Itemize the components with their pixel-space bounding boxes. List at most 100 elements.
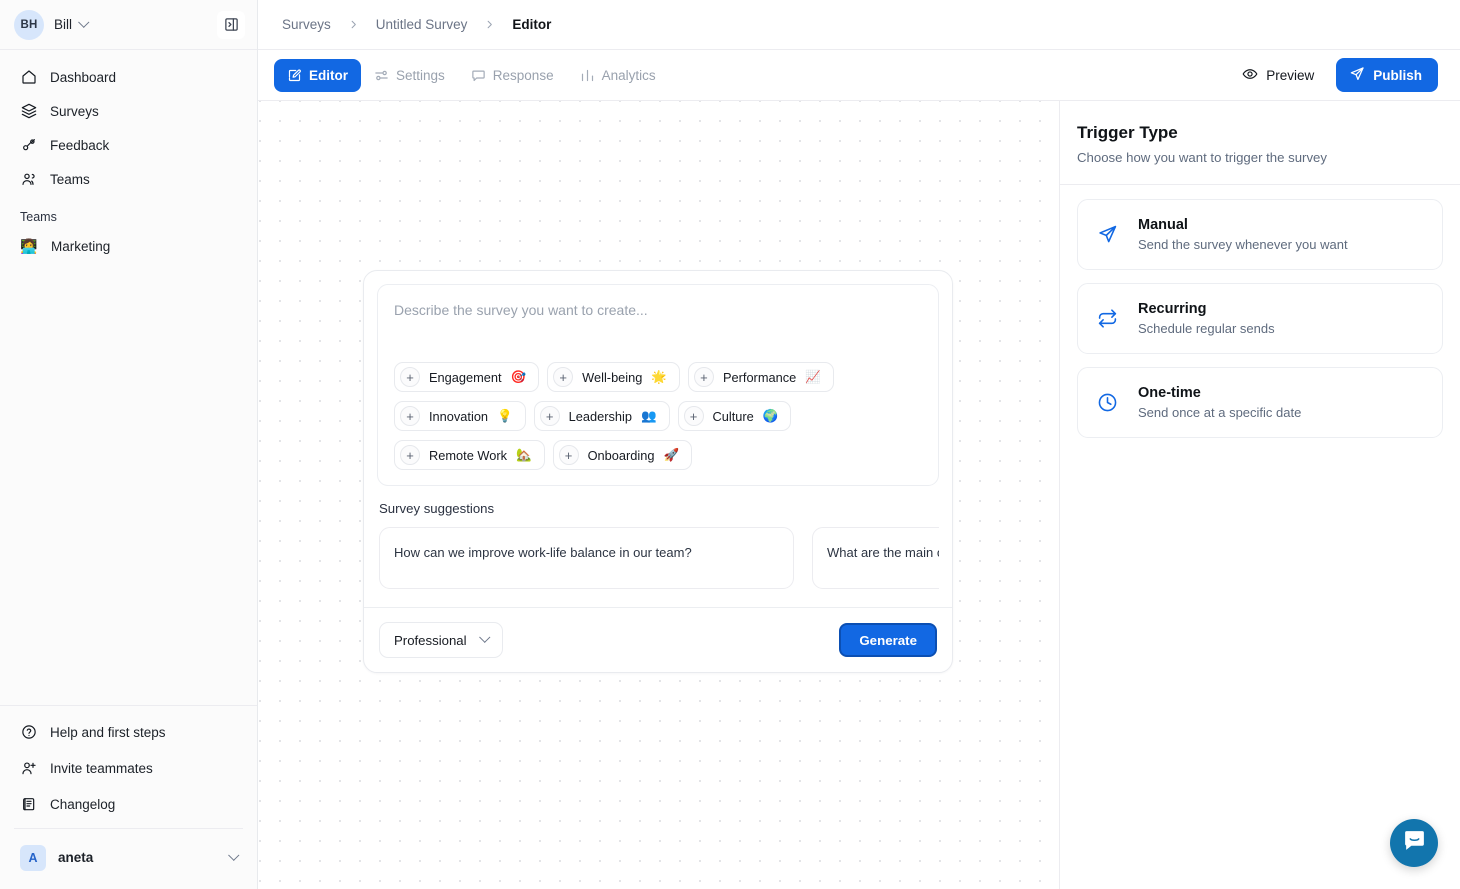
preview-label: Preview [1266,67,1315,83]
tab-label: Editor [309,67,348,83]
busts-emoji-icon: 👥 [640,408,657,423]
sidebar-item-teams[interactable]: Teams [10,162,247,196]
tab-label: Settings [396,67,445,83]
home-icon [20,69,37,86]
eye-icon [1242,66,1258,85]
chip-engagement[interactable]: + Engagement 🎯 [394,362,540,392]
chat-launcher-button[interactable] [1390,819,1438,867]
sidebar-org-switcher[interactable]: BH Bill [0,0,257,50]
sidebar-team-marketing[interactable]: 👩‍💻 Marketing [10,230,247,262]
chip-label: Remote Work [429,447,507,463]
chip-onboarding[interactable]: + Onboarding 🚀 [552,440,693,470]
send-icon [1096,224,1118,245]
generate-button[interactable]: Generate [839,623,937,657]
technologist-emoji-icon: 👩‍💻 [20,237,38,254]
chat-bubble-icon [1402,828,1427,858]
breadcrumb: Surveys Untitled Survey Editor [258,0,1460,50]
content-row: Describe the survey you want to create..… [258,101,1460,889]
trigger-options: Manual Send the survey whenever you want… [1060,185,1460,452]
chip-label: Engagement [429,369,502,385]
chip-label: Leadership [568,408,632,424]
trigger-type-panel: Trigger Type Choose how you want to trig… [1060,101,1460,889]
chip-innovation[interactable]: + Innovation 💡 [394,401,526,431]
plus-icon: + [553,367,574,387]
sidebar-team-label: Marketing [51,238,111,254]
sidebar-item-dashboard[interactable]: Dashboard [10,60,247,94]
message-icon [471,68,486,83]
sidebar-item-label: Feedback [50,137,110,153]
trigger-option-manual[interactable]: Manual Send the survey whenever you want [1077,199,1443,270]
trigger-option-recurring[interactable]: Recurring Schedule regular sends [1077,283,1443,354]
org-avatar: BH [14,9,44,40]
chip-culture[interactable]: + Culture 🌍 [677,401,792,431]
plus-icon: + [558,445,579,465]
target-emoji-icon: 🎯 [510,369,527,384]
trigger-option-desc: Send the survey whenever you want [1138,237,1348,252]
star-emoji-icon: 🌟 [651,369,667,384]
tab-response[interactable]: Response [458,59,567,92]
user-plus-icon [20,760,37,777]
bar-chart-icon [580,68,595,83]
suggestion-card[interactable]: What are the main ob [812,527,939,589]
question-circle-icon [20,724,37,741]
suggestion-card[interactable]: How can we improve work-life balance in … [379,527,794,589]
tab-editor[interactable]: Editor [274,58,361,92]
suggestions-row: How can we improve work-life balance in … [379,527,939,589]
sidebar-item-invite[interactable]: Invite teammates [10,750,247,786]
sidebar-item-help[interactable]: Help and first steps [10,714,247,750]
changelog-icon [20,796,37,813]
chip-performance[interactable]: + Performance 📈 [687,362,834,392]
chevron-right-icon [484,19,495,30]
prompt-input-placeholder[interactable]: Describe the survey you want to create..… [394,302,648,318]
tab-settings[interactable]: Settings [361,59,458,92]
sidebar-item-label: Help and first steps [50,724,166,740]
chip-label: Culture [712,408,754,424]
sidebar-item-changelog[interactable]: Changelog [10,786,247,822]
layers-icon [20,103,37,120]
chip-label: Performance [722,369,797,385]
chip-label: Onboarding [587,447,655,463]
trigger-option-one-time[interactable]: One-time Send once at a specific date [1077,367,1443,438]
plus-icon: + [693,367,714,387]
avatar: A [20,844,46,871]
trigger-option-desc: Send once at a specific date [1138,405,1302,420]
breadcrumb-item-untitled-survey[interactable]: Untitled Survey [375,17,468,32]
topic-chips: + Engagement 🎯 + Well-being 🌟 + [394,362,922,470]
survey-generator-card: Describe the survey you want to create..… [363,270,953,673]
editor-actions: Preview Publish [1234,58,1444,92]
breadcrumb-item-surveys[interactable]: Surveys [282,17,331,32]
sidebar-item-feedback[interactable]: Feedback [10,128,247,162]
sidebar-user-menu[interactable]: A aneta [10,835,247,879]
generator-footer: Professional Generate [364,607,952,672]
preview-button[interactable]: Preview [1234,59,1322,91]
users-icon [20,171,37,188]
sidebar-item-label: Surveys [50,103,99,119]
chart-up-emoji-icon: 📈 [805,369,821,384]
sidebar-nav: Dashboard Surveys Feedback Teams [0,50,257,196]
chip-remote-work[interactable]: + Remote Work 🏡 [394,440,545,470]
sidebar-item-label: Teams [50,171,90,187]
chevron-right-icon [348,19,359,30]
feedback-icon [20,137,37,154]
suggestions-title: Survey suggestions [379,501,495,516]
trigger-panel-header: Trigger Type Choose how you want to trig… [1060,101,1460,185]
chip-well-being[interactable]: + Well-being 🌟 [547,362,680,392]
panel-expand-icon[interactable] [217,10,245,39]
tone-select[interactable]: Professional [379,622,504,658]
globe-emoji-icon: 🌍 [762,408,779,423]
plus-icon: + [400,406,420,426]
chip-label: Well-being [582,369,643,385]
chip-leadership[interactable]: + Leadership 👥 [533,401,670,431]
repeat-icon [1096,308,1118,329]
sidebar: BH Bill Dashboard Surveys [0,0,258,889]
chevron-down-icon [479,631,490,643]
clock-icon [1096,392,1118,413]
send-icon [1349,66,1365,85]
sidebar-item-surveys[interactable]: Surveys [10,94,247,128]
rocket-emoji-icon: 🚀 [663,447,680,462]
publish-button[interactable]: Publish [1336,58,1438,92]
org-name: Bill [54,17,73,32]
tab-analytics[interactable]: Analytics [567,59,669,92]
prompt-box[interactable]: Describe the survey you want to create..… [377,284,939,486]
sidebar-footer: Help and first steps Invite teammates Ch… [0,705,257,889]
